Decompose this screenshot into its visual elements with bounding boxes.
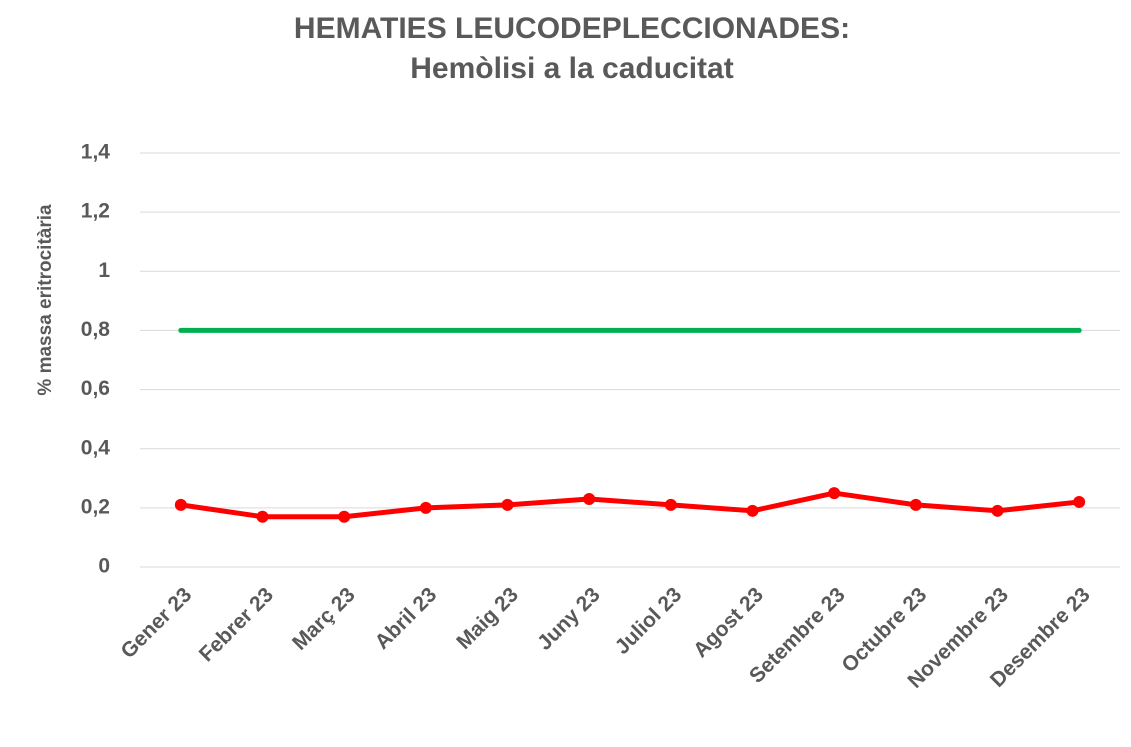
point <box>909 498 922 511</box>
x-tick-label: Gener 23 <box>116 583 196 663</box>
point <box>828 487 841 500</box>
point <box>174 498 187 511</box>
point <box>991 504 1004 517</box>
y-tick-label: 0,4 <box>81 436 111 459</box>
point <box>256 510 269 523</box>
y-axis-label: % massa eritrocitària <box>35 204 56 396</box>
y-tick-label: 0,6 <box>81 377 110 400</box>
x-tick-label: Agost 23 <box>689 583 768 662</box>
series-line <box>178 490 1082 520</box>
x-tick-label: Març 23 <box>288 583 360 655</box>
y-tick-label: 1,4 <box>81 141 111 164</box>
y-tick-label: 1,2 <box>81 200 110 223</box>
point <box>664 498 677 511</box>
point <box>1073 495 1086 508</box>
x-tick-label: Maig 23 <box>452 583 523 654</box>
chart-subtitle: Hemòlisi a la caducitat <box>410 52 733 85</box>
point <box>583 492 596 505</box>
x-tick-label: Juny 23 <box>533 583 605 655</box>
point <box>746 504 759 517</box>
chart-title: HEMATIES LEUCODEPLECCIONADES: <box>294 12 850 45</box>
point <box>501 498 514 511</box>
x-tick-label: Juliol 23 <box>611 583 687 659</box>
x-tick-label: Abril 23 <box>371 583 442 654</box>
point <box>419 501 432 514</box>
x-tick-label: Febrer 23 <box>195 583 278 666</box>
y-tick-label: 1 <box>98 259 110 282</box>
y-tick-label: 0,2 <box>81 495 110 518</box>
y-tick-label: 0 <box>98 555 110 578</box>
y-tick-label: 0,8 <box>81 318 111 341</box>
point <box>338 510 351 523</box>
